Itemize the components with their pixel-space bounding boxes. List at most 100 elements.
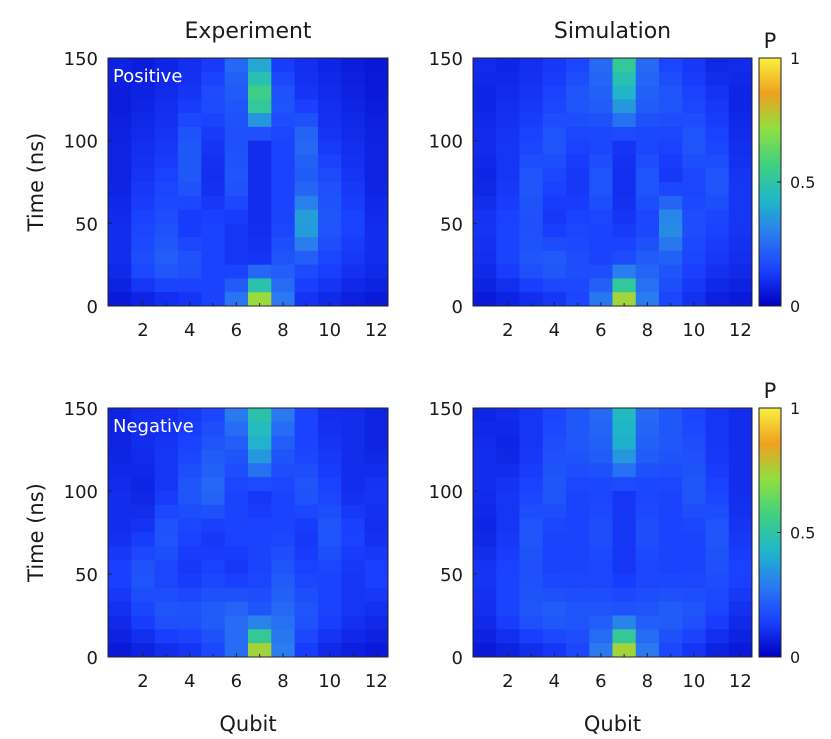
heatmap-cell bbox=[341, 182, 366, 197]
heatmap-cell bbox=[682, 546, 706, 561]
heatmap-cell bbox=[612, 518, 637, 533]
heatmap-cell bbox=[364, 140, 389, 155]
heatmap-cell bbox=[201, 435, 226, 450]
x-tick-label: 6 bbox=[595, 671, 606, 692]
heatmap-cell bbox=[318, 292, 342, 307]
heatmap-cell bbox=[364, 209, 389, 224]
heatmap-cell bbox=[589, 601, 613, 616]
heatmap-cell bbox=[341, 629, 366, 644]
heatmap-cell bbox=[566, 601, 590, 616]
heatmap-cell bbox=[201, 250, 226, 266]
heatmap-cell bbox=[248, 643, 272, 658]
y-tick-label: 50 bbox=[75, 565, 98, 586]
heatmap-cell bbox=[294, 518, 319, 533]
heatmap-cell bbox=[496, 643, 520, 658]
heatmap-cell bbox=[728, 574, 753, 589]
heatmap-cell bbox=[496, 278, 520, 293]
heatmap-cell bbox=[612, 85, 637, 100]
heatmap-cell bbox=[294, 209, 319, 224]
x-tick-label: 4 bbox=[184, 320, 195, 341]
heatmap-cell bbox=[659, 408, 683, 423]
heatmap-cell bbox=[271, 278, 296, 293]
heatmap-cell bbox=[341, 71, 366, 86]
heatmap-cell bbox=[108, 421, 132, 437]
heatmap-cell bbox=[108, 113, 132, 128]
heatmap-cell bbox=[131, 574, 156, 589]
heatmap-cell bbox=[178, 491, 202, 506]
heatmap-cell bbox=[224, 601, 249, 616]
heatmap-cell bbox=[201, 113, 226, 128]
heatmap-cell bbox=[154, 71, 179, 86]
heatmap-cell bbox=[519, 250, 544, 266]
heatmap-cell bbox=[635, 477, 660, 492]
heatmap-cell bbox=[341, 223, 366, 238]
heatmap-cell bbox=[108, 182, 132, 197]
heatmap-cell bbox=[271, 449, 296, 464]
heatmap-cell bbox=[154, 504, 179, 520]
heatmap-cell bbox=[341, 250, 366, 266]
heatmap-cell bbox=[248, 113, 272, 128]
heatmap-cell bbox=[659, 504, 683, 520]
heatmap-cell bbox=[682, 587, 706, 603]
heatmap-cell bbox=[473, 560, 497, 575]
heatmap-cell bbox=[635, 195, 660, 210]
heatmap-cell bbox=[612, 587, 637, 603]
heatmap-cell bbox=[341, 532, 366, 547]
heatmap-cell bbox=[178, 449, 202, 464]
y-tick-label: 50 bbox=[440, 214, 463, 235]
heatmap-cell bbox=[131, 421, 156, 437]
heatmap-cell bbox=[635, 518, 660, 533]
heatmap-cell bbox=[589, 264, 613, 279]
heatmap-cell bbox=[271, 463, 296, 478]
heatmap-cell bbox=[201, 140, 226, 155]
heatmap-cell bbox=[612, 278, 637, 293]
heatmap-cell bbox=[496, 85, 520, 100]
heatmap-cell bbox=[271, 292, 296, 307]
heatmap-cell bbox=[178, 99, 202, 114]
y-tick-label: 100 bbox=[64, 132, 98, 153]
heatmap-cell bbox=[341, 408, 366, 423]
heatmap-cell bbox=[178, 223, 202, 238]
heatmap-cell bbox=[224, 574, 249, 589]
heatmap-cell bbox=[659, 435, 683, 450]
heatmap-cell bbox=[705, 292, 730, 307]
heatmap-cell bbox=[318, 58, 342, 73]
heatmap-cell bbox=[154, 195, 179, 210]
x-tick-label: 6 bbox=[231, 671, 242, 692]
heatmap-cell bbox=[201, 421, 226, 437]
heatmap-cell bbox=[635, 504, 660, 520]
heatmap-cell bbox=[566, 237, 590, 252]
heatmap-cell bbox=[294, 71, 319, 86]
heatmap-cell bbox=[318, 168, 342, 183]
heatmap-cell bbox=[178, 182, 202, 197]
heatmap-cell bbox=[682, 629, 706, 644]
heatmap-cell bbox=[364, 643, 389, 658]
heatmap-cell bbox=[294, 491, 319, 506]
heatmap-cell bbox=[728, 587, 753, 603]
heatmap-cell bbox=[566, 126, 590, 142]
heatmap-cells bbox=[473, 408, 753, 658]
heatmap-cell bbox=[473, 85, 497, 100]
heatmap-cell bbox=[108, 58, 132, 73]
heatmap-cell bbox=[519, 168, 544, 183]
heatmap-cell bbox=[154, 237, 179, 252]
heatmap-cell bbox=[542, 237, 567, 252]
heatmap-cell bbox=[682, 463, 706, 478]
heatmap-cell bbox=[154, 99, 179, 114]
heatmap-cell bbox=[131, 140, 156, 155]
y-tick-label: 50 bbox=[75, 214, 98, 235]
heatmap-cell bbox=[705, 629, 730, 644]
heatmap-cell bbox=[224, 237, 249, 252]
heatmap-cell bbox=[248, 223, 272, 238]
heatmap-cell bbox=[612, 140, 637, 155]
heatmap-cell bbox=[364, 278, 389, 293]
heatmap-cell bbox=[728, 615, 753, 630]
heatmap-cell bbox=[682, 504, 706, 520]
heatmap-cell bbox=[682, 223, 706, 238]
heatmap-cell bbox=[705, 209, 730, 224]
heatmap-cell bbox=[612, 449, 637, 464]
heatmap-cell bbox=[201, 629, 226, 644]
heatmap-cell bbox=[542, 209, 567, 224]
y-tick-label: 0 bbox=[452, 648, 463, 669]
y-tick-label: 50 bbox=[440, 565, 463, 586]
